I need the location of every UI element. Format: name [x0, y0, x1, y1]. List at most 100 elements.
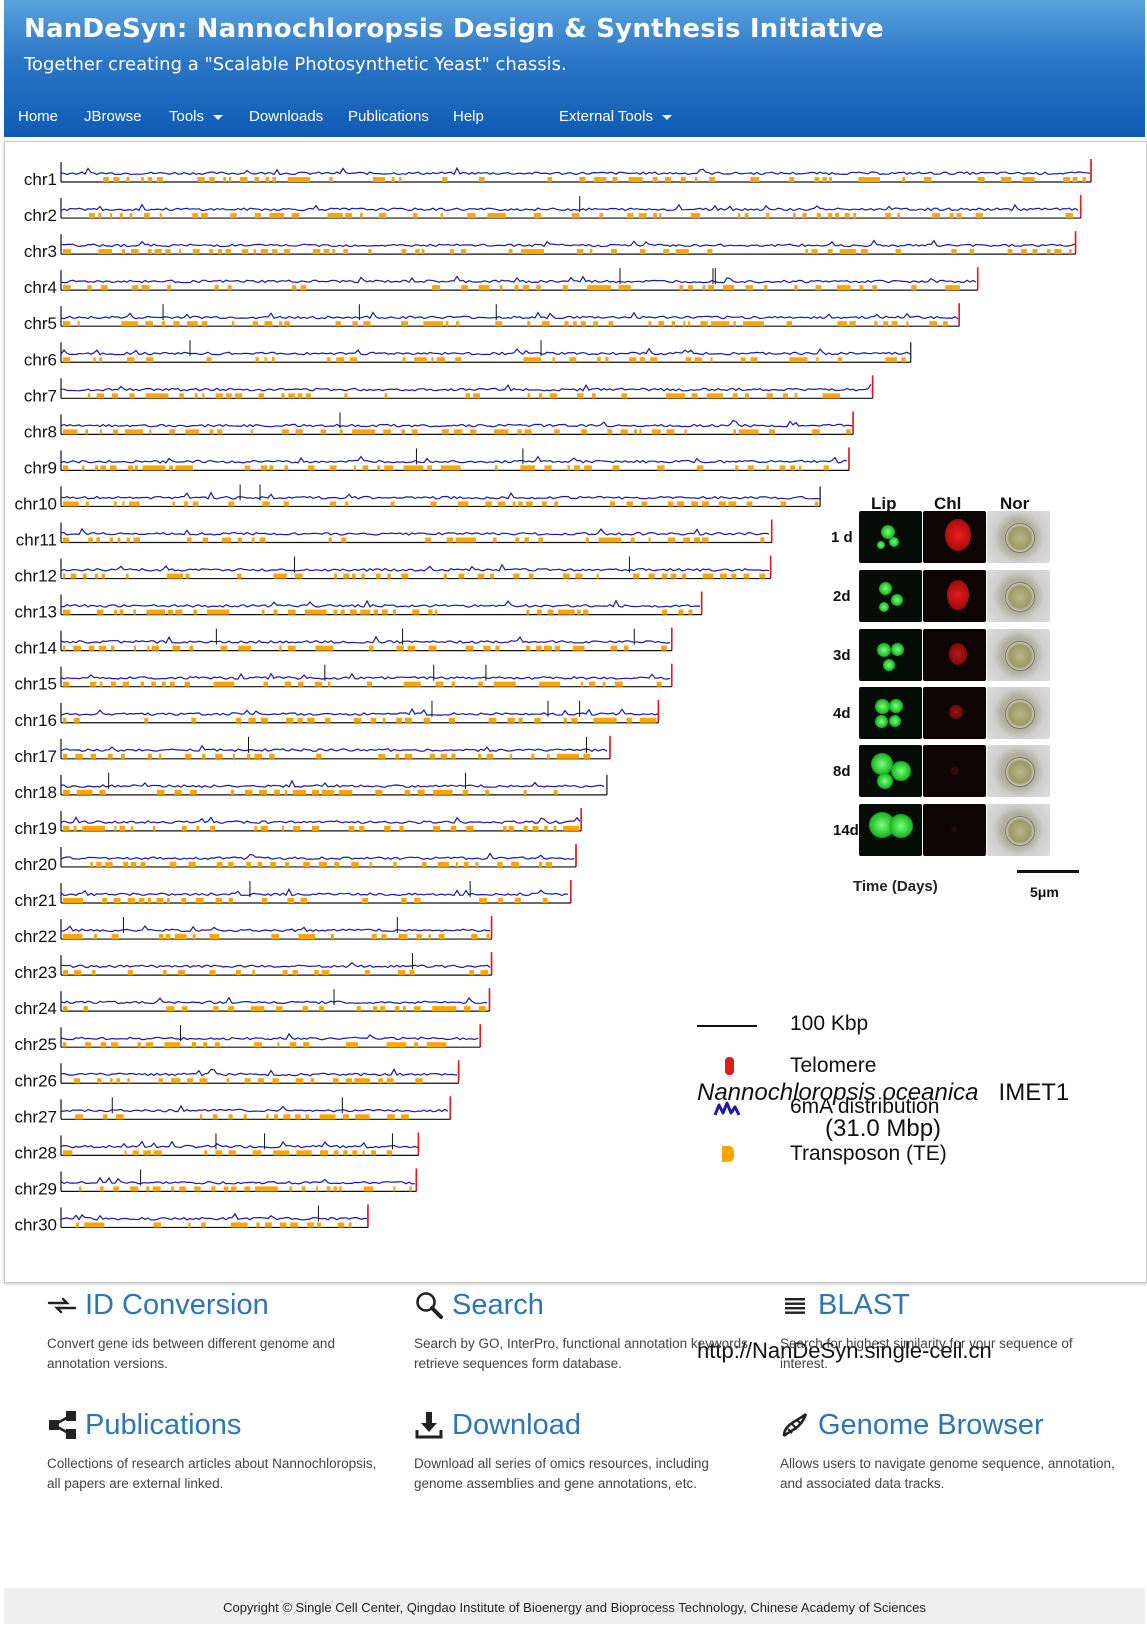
- nav-tools[interactable]: Tools: [169, 108, 224, 125]
- 6ma-track: [60, 852, 575, 861]
- transposon-block: [620, 429, 628, 435]
- transposon-block: [112, 429, 118, 435]
- transposon-block: [294, 1114, 301, 1120]
- transposon-block: [872, 285, 877, 291]
- feature-title[interactable]: Publications: [85, 1408, 242, 1441]
- transposon-block: [378, 1078, 383, 1084]
- transposon-block: [156, 898, 164, 903]
- nav-publications[interactable]: Publications: [348, 108, 429, 125]
- transposon-block: [731, 573, 737, 579]
- transposon-block: [107, 753, 113, 759]
- transposon-block: [268, 753, 275, 759]
- transposon-block: [402, 357, 406, 363]
- transposon-block: [292, 285, 297, 291]
- chlorophyll-image: [923, 804, 986, 856]
- transposon-block: [174, 789, 182, 795]
- transposon-block: [382, 717, 386, 723]
- transposon-block: [349, 357, 358, 363]
- feature-title[interactable]: ID Conversion: [85, 1288, 269, 1321]
- lipid-droplet: [877, 773, 893, 789]
- transposon-block: [599, 213, 604, 219]
- transposon-block: [215, 1150, 223, 1156]
- transposon-block: [82, 825, 106, 831]
- feature-id-conversion[interactable]: ID Conversion Convert gene ids between d…: [47, 1287, 387, 1374]
- transposon-block: [334, 861, 340, 867]
- feature-blast[interactable]: BLAST Search for highest similarity for …: [780, 1287, 1120, 1374]
- chromosome-label: chr11: [16, 531, 57, 550]
- transposon-block: [694, 357, 702, 363]
- nav-help[interactable]: Help: [453, 108, 484, 125]
- transposon-block: [576, 609, 581, 615]
- transposon-block: [260, 717, 269, 723]
- chromosome-chr15: chr15: [14, 663, 673, 694]
- transposon-block: [663, 249, 670, 255]
- transposon-block: [849, 321, 856, 327]
- transposon-block: [130, 249, 139, 255]
- nav-external-tools[interactable]: External Tools: [559, 108, 672, 125]
- feature-publications[interactable]: Publications Collections of research art…: [47, 1407, 387, 1494]
- nav-jbrowse[interactable]: JBrowse: [84, 108, 142, 125]
- transposon-block: [846, 429, 851, 435]
- transposon-block: [678, 609, 684, 615]
- transposon-block: [244, 1186, 251, 1192]
- transposon-block: [860, 249, 868, 255]
- site-title[interactable]: NanDeSyn: Nannochloropsis Design & Synth…: [24, 14, 884, 44]
- transposon-block: [471, 934, 478, 940]
- feature-genome-browser[interactable]: Genome Browser Allows users to navigate …: [780, 1407, 1120, 1494]
- chlorophyll-image: [923, 629, 986, 681]
- transposon-block: [292, 970, 298, 976]
- feature-title[interactable]: BLAST: [818, 1288, 910, 1321]
- feature-search[interactable]: Search Search by GO, InterPro, functiona…: [414, 1287, 754, 1374]
- transposon-block: [85, 429, 89, 435]
- transposon-block: [412, 213, 418, 219]
- site-header: NanDeSyn: Nannochloropsis Design & Synth…: [4, 0, 1145, 137]
- chlorophyll-image: [923, 511, 986, 563]
- chromosome-label: chr7: [24, 386, 57, 405]
- transposon-block: [719, 501, 726, 507]
- transposon-block: [556, 753, 580, 759]
- transposon-block: [63, 501, 79, 507]
- transposon-block: [607, 429, 613, 435]
- transposon-block: [156, 789, 165, 795]
- lipid-image: [859, 745, 922, 797]
- transposon-block: [99, 681, 103, 687]
- lipid-image: [859, 687, 922, 739]
- transposon-block: [719, 573, 727, 579]
- transposon-block: [303, 861, 310, 867]
- transposon-block: [320, 429, 327, 435]
- transposon-block: [573, 321, 577, 327]
- transposon-block: [324, 717, 331, 723]
- transposon-block: [567, 465, 570, 471]
- transposon-block: [225, 249, 231, 255]
- transposon-block: [837, 321, 848, 327]
- feature-title[interactable]: Genome Browser: [818, 1408, 1044, 1441]
- transposon-block: [528, 573, 534, 579]
- feature-download[interactable]: Download Download all series of omics re…: [414, 1407, 754, 1494]
- transposon-block: [639, 357, 646, 363]
- feature-title[interactable]: Search: [452, 1288, 544, 1321]
- transposon-block: [414, 898, 421, 903]
- transposon-block: [199, 1078, 208, 1084]
- feature-title[interactable]: Download: [452, 1408, 581, 1441]
- transposon-block: [609, 501, 615, 507]
- chromosome-chr14: chr14: [14, 627, 673, 658]
- transposon-block: [969, 249, 975, 255]
- transposon-block: [662, 573, 668, 579]
- transposon-block: [827, 249, 833, 255]
- transposon-block: [251, 537, 255, 543]
- transposon-block: [323, 249, 330, 255]
- transposon-block: [503, 825, 507, 831]
- transposon-block: [339, 1186, 342, 1192]
- transposon-block: [177, 970, 186, 976]
- transposon-block: [103, 1114, 108, 1120]
- nav-home[interactable]: Home: [18, 108, 59, 125]
- transposon-block: [521, 249, 545, 255]
- transposon-block: [612, 465, 620, 471]
- transposon-block: [911, 285, 917, 291]
- transposon-block: [393, 861, 397, 867]
- nav-downloads[interactable]: Downloads: [249, 108, 324, 125]
- transposon-block: [202, 537, 209, 543]
- microscopy-row-label: 3d: [833, 647, 851, 664]
- transposon-block: [738, 429, 759, 435]
- transposon-block: [428, 934, 431, 940]
